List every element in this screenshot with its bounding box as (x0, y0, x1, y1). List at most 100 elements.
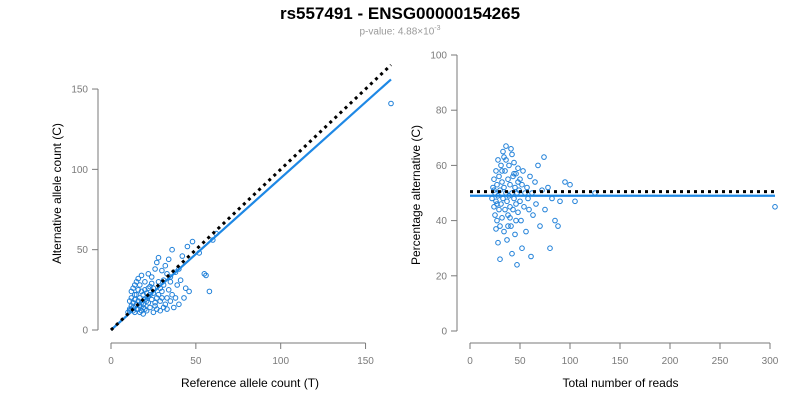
data-point (167, 279, 174, 285)
data-point (171, 304, 177, 311)
data-point (155, 279, 162, 285)
data-point (537, 223, 543, 229)
data-point (497, 256, 503, 263)
data-point (504, 237, 510, 243)
x-tick-label: 200 (662, 356, 679, 367)
fit-line (110, 78, 392, 331)
data-point (513, 201, 519, 207)
data-point (517, 198, 523, 205)
x-tick-label: 0 (108, 356, 114, 367)
data-point (497, 223, 503, 229)
y-tick-label: 0 (441, 327, 447, 338)
data-point (552, 217, 558, 224)
data-point (499, 168, 505, 174)
y-tick-label: 60 (436, 161, 448, 172)
data-point (505, 223, 511, 229)
x-tick-label: 300 (762, 356, 779, 367)
data-point (532, 179, 538, 185)
data-point (495, 239, 501, 246)
data-point (509, 151, 515, 158)
data-point (572, 198, 578, 205)
data-point (511, 170, 517, 177)
data-point (513, 170, 519, 177)
data-point (184, 243, 191, 250)
data-point (145, 299, 152, 306)
data-point (165, 256, 172, 263)
data-point (133, 291, 140, 298)
data-point (159, 267, 165, 274)
data-point (493, 226, 499, 232)
data-point (501, 154, 507, 160)
data-point (495, 157, 501, 163)
data-point (177, 277, 184, 284)
x-axis-label: Total number of reads (562, 376, 678, 390)
data-point (145, 271, 152, 277)
chart-subtitle: p-value: 4.88×10-3 (0, 25, 800, 37)
data-point (388, 100, 394, 107)
data-point (135, 287, 141, 293)
data-point (201, 271, 208, 277)
data-point (148, 274, 155, 280)
y-axis-label: Alternative allele count (C) (50, 123, 64, 264)
x-tick-label: 0 (467, 356, 473, 367)
data-point (523, 228, 529, 235)
data-point (137, 295, 143, 301)
data-point (494, 217, 500, 224)
data-point (515, 165, 521, 171)
data-point (513, 217, 519, 224)
data-point (502, 206, 508, 213)
data-point (492, 212, 498, 218)
data-point (189, 238, 196, 245)
data-point (508, 146, 514, 152)
data-point (511, 195, 517, 202)
data-point (535, 162, 541, 169)
data-point (132, 291, 138, 298)
data-point (145, 285, 152, 292)
y-tick-label: 40 (436, 216, 448, 227)
data-point (507, 204, 513, 210)
data-point (519, 181, 525, 188)
y-tick-label: 80 (436, 106, 448, 117)
data-point (520, 168, 526, 174)
data-point (504, 198, 510, 205)
data-point (135, 275, 141, 282)
data-point (527, 173, 533, 180)
data-point (152, 266, 158, 272)
data-point (505, 176, 511, 182)
x-tick-label: 100 (562, 356, 579, 367)
data-point (147, 304, 153, 311)
data-point (182, 285, 189, 292)
data-point (562, 179, 568, 185)
data-point (159, 295, 165, 301)
data-point (518, 217, 524, 224)
data-point (176, 301, 182, 308)
data-point (501, 228, 507, 235)
allele-count-scatter-plot: 0 50 100 150 0 50 100 150 Reference allele count… (50, 63, 394, 390)
data-point (138, 272, 145, 279)
x-tick-label: 50 (190, 356, 202, 367)
percentage-alternative-scatter-plot: 0 20 40 60 80 100 0 50 100 150 200 250 300 Total numb… (409, 51, 779, 391)
data-point (533, 201, 539, 207)
data-point (143, 307, 150, 314)
data-point (148, 280, 155, 287)
data-point (515, 179, 521, 185)
data-point (206, 288, 213, 295)
data-point (510, 206, 516, 213)
data-point (142, 279, 148, 285)
y-tick-label: 150 (71, 85, 88, 96)
data-point (549, 195, 555, 202)
data-point (493, 168, 499, 174)
data-point (169, 291, 175, 298)
data-point (512, 231, 518, 238)
y-tick-label: 100 (71, 165, 88, 176)
pvalue-exponent: -3 (434, 25, 441, 32)
data-point (557, 198, 563, 205)
y-tick-label: 0 (82, 326, 88, 337)
data-point (526, 206, 532, 213)
x-tick-label: 150 (612, 356, 629, 367)
data-point (515, 209, 521, 216)
data-point (181, 295, 187, 301)
x-tick-label: 250 (712, 356, 729, 367)
data-point (521, 204, 527, 210)
